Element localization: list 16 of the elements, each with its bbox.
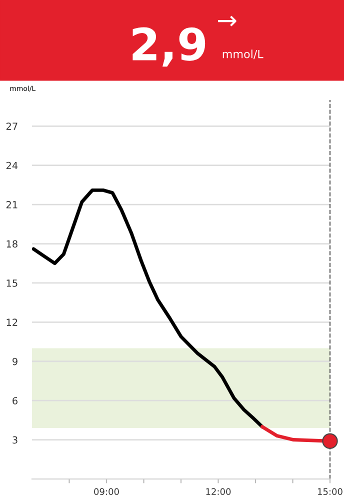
text: →	[218, 16, 236, 26]
line-series	[32, 188, 264, 428]
chart-subtitle: mmol/L	[222, 50, 264, 60]
x-tick-label: 12:00	[206, 488, 231, 496]
y-tick-label: 21	[6, 201, 18, 208]
y-tick-label: 12	[6, 318, 18, 326]
x-tick-label: 09:00	[94, 488, 119, 496]
y-tick-label: 24	[6, 162, 18, 170]
y-tick-label: 3	[12, 436, 18, 444]
x-tick-label: 15:00	[318, 488, 342, 496]
y-tick-label: 6	[12, 397, 18, 404]
y-tick-label: 9	[12, 358, 18, 366]
y-tick-label: 15	[6, 280, 18, 287]
chart-title: 2,9	[132, 27, 206, 67]
y-tick-label: 18	[6, 240, 18, 248]
y-tick-label: 27	[6, 122, 18, 130]
